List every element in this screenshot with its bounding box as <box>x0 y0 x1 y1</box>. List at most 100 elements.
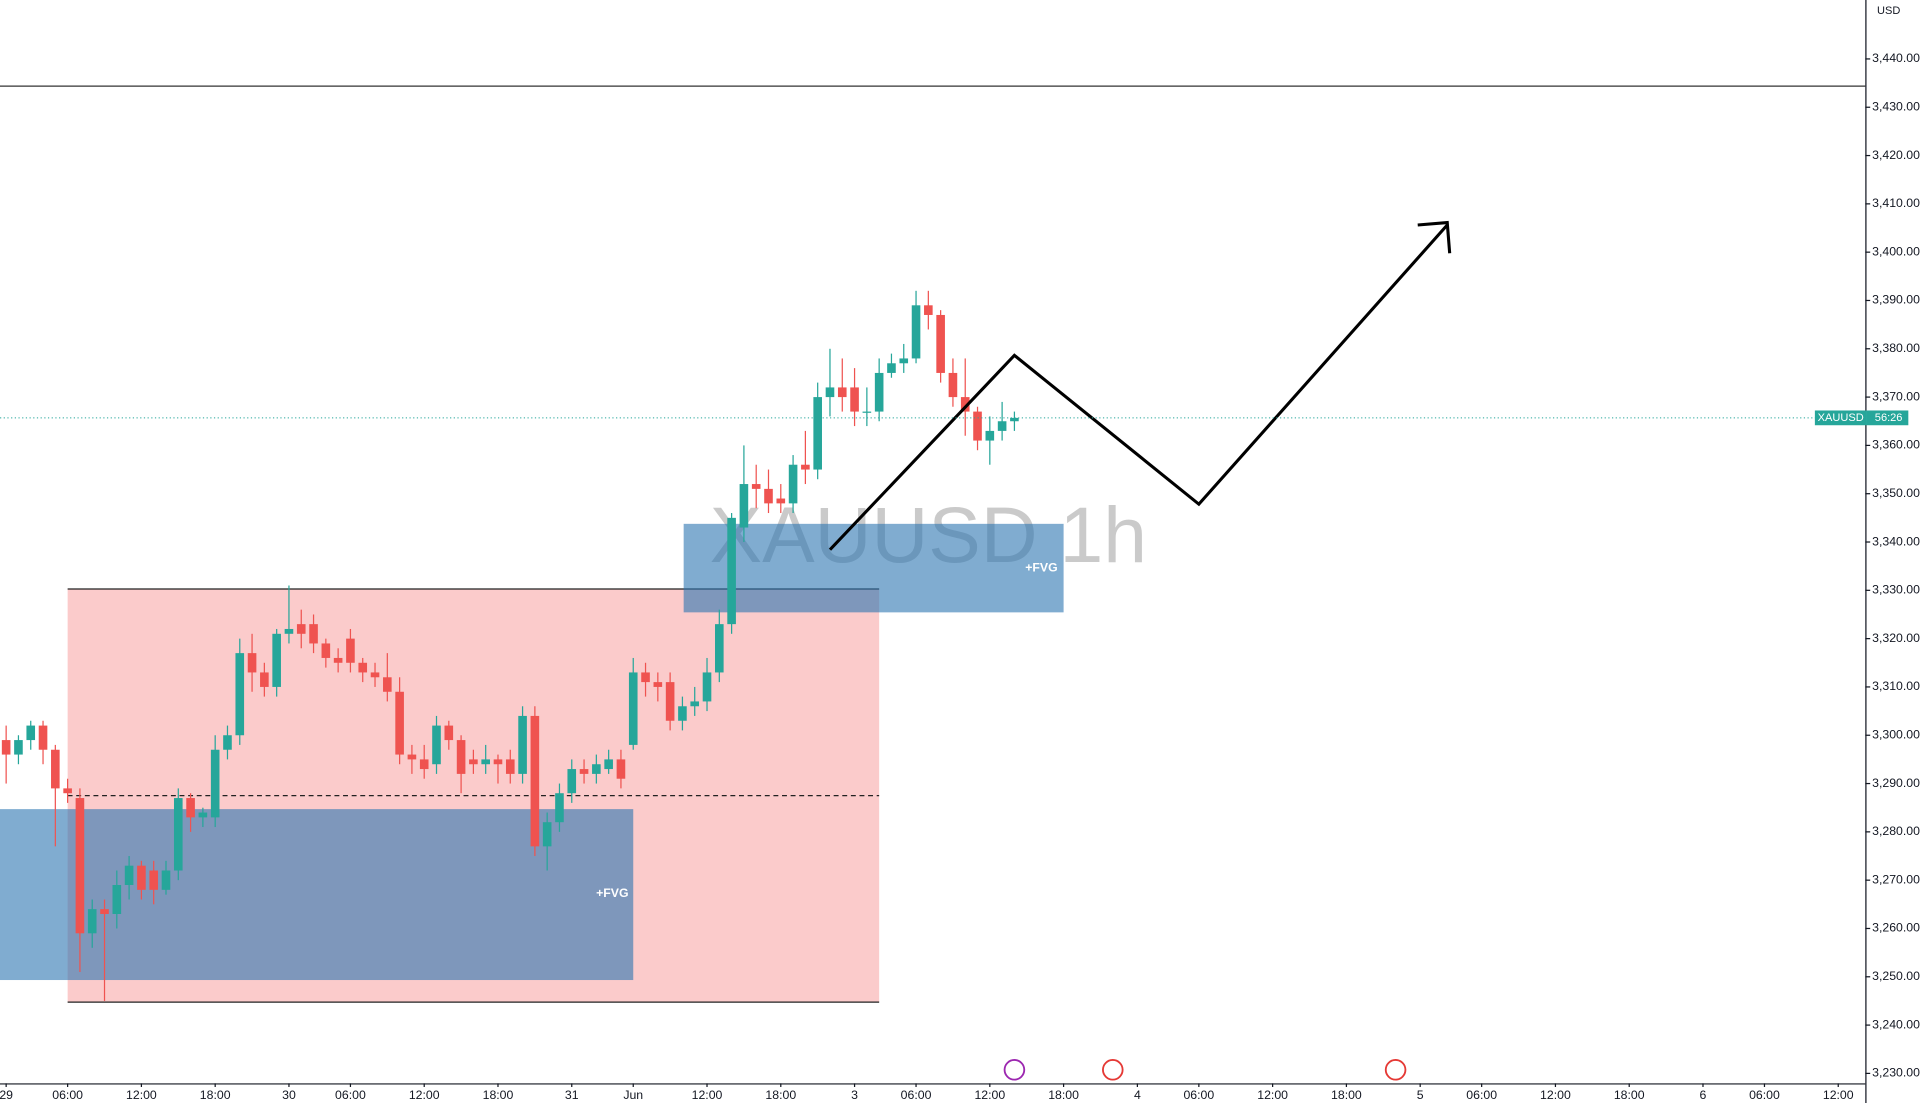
y-tick-label: 3,380.00 <box>1872 341 1920 355</box>
candle-body <box>124 865 134 885</box>
candle-body <box>690 701 700 707</box>
x-tick-label: 18:00 <box>1048 1088 1079 1102</box>
x-tick-label: 06:00 <box>1749 1088 1780 1102</box>
x-tick-label: 12:00 <box>126 1088 157 1102</box>
x-tick-label: 31 <box>565 1088 579 1102</box>
candle-body <box>973 411 982 441</box>
candle-body <box>173 798 183 871</box>
candles <box>1 290 1019 1001</box>
candle-body <box>948 372 958 398</box>
candle-body <box>395 691 404 755</box>
x-tick-label: 4 <box>1134 1088 1141 1102</box>
candle-body <box>887 363 896 373</box>
y-tick-label: 3,420.00 <box>1872 148 1920 162</box>
y-tick-label: 3,390.00 <box>1872 293 1920 307</box>
y-tick-label: 3,270.00 <box>1872 872 1920 886</box>
candle-body <box>284 628 294 634</box>
y-tick-label: 3,300.00 <box>1872 727 1920 741</box>
x-tick-label: 18:00 <box>1331 1088 1362 1102</box>
x-tick-label: 18:00 <box>483 1088 514 1102</box>
x-tick-label: Jun <box>623 1088 643 1102</box>
candle-body <box>210 749 220 818</box>
y-tick-label: 3,370.00 <box>1872 389 1920 403</box>
candle-body <box>186 798 195 818</box>
price-tag <box>1866 410 1909 426</box>
candle-body <box>567 769 577 794</box>
event-icons <box>1003 1059 1407 1081</box>
candle-body <box>87 909 97 934</box>
candle-body <box>75 798 85 934</box>
candle-body <box>960 397 970 412</box>
candle-body <box>333 657 343 663</box>
fvg-label: +FVG <box>596 886 628 900</box>
x-tick-label: 06:00 <box>52 1088 83 1102</box>
candle-body <box>14 740 23 755</box>
drawings <box>0 85 1866 1003</box>
candle-body <box>788 464 798 504</box>
y-tick-label: 3,230.00 <box>1872 1066 1920 1080</box>
x-tick-label: 6 <box>1700 1088 1707 1102</box>
event-icon[interactable] <box>1003 1059 1026 1081</box>
fvg-label: +FVG <box>1025 560 1057 574</box>
candle-body <box>407 754 417 760</box>
candle-body <box>346 638 355 663</box>
candle-body <box>518 715 527 774</box>
candle-body <box>260 672 269 687</box>
candle-body <box>1 740 11 755</box>
price-countdown: 56:26 <box>1875 412 1903 424</box>
fvg-zone <box>683 523 1064 613</box>
y-tick-label: 3,290.00 <box>1872 776 1920 790</box>
x-tick-label: 06:00 <box>901 1088 932 1102</box>
candle-body <box>555 793 564 823</box>
fvg-zone <box>0 809 634 981</box>
x-tick-label: 06:00 <box>1183 1088 1214 1102</box>
candle-body <box>309 624 318 644</box>
x-tick-label: 18:00 <box>1614 1088 1645 1102</box>
candle-body <box>370 672 380 678</box>
price-tag <box>1814 410 1867 426</box>
candle-body <box>727 517 736 625</box>
x-tick-label: 5 <box>1417 1088 1424 1102</box>
price-tag-symbol: XAUUSD <box>1818 412 1864 424</box>
candle-body <box>862 411 872 413</box>
candle-body <box>51 749 60 789</box>
event-icon[interactable] <box>1102 1059 1124 1081</box>
candle-body <box>665 682 675 721</box>
x-tick-label: 12:00 <box>1540 1088 1571 1102</box>
candle-body <box>628 672 638 745</box>
y-tick-label: 3,330.00 <box>1872 583 1920 597</box>
event-icon[interactable] <box>1384 1059 1407 1081</box>
candle-body <box>776 498 786 504</box>
candle-body <box>985 430 995 441</box>
candle-body <box>63 788 72 794</box>
candle-body <box>26 725 36 741</box>
currency-label: USD <box>1877 5 1900 17</box>
candle-body <box>911 305 921 359</box>
y-tick-label: 3,410.00 <box>1872 196 1920 210</box>
candle-body <box>38 725 48 750</box>
candle-body <box>530 715 540 847</box>
candle-body <box>702 672 712 702</box>
candle-body <box>505 759 515 774</box>
candle-body <box>801 464 810 470</box>
y-tick-label: 3,280.00 <box>1872 824 1920 838</box>
candle-body <box>924 305 933 315</box>
candle-body <box>874 372 884 412</box>
candle-body <box>542 822 552 847</box>
y-tick-label: 3,430.00 <box>1872 99 1920 113</box>
candle-body <box>850 387 859 412</box>
candle-body <box>383 677 392 692</box>
candle-body <box>419 759 429 770</box>
x-tick-label: 3 <box>851 1088 858 1102</box>
x-tick-label: 12:00 <box>1257 1088 1288 1102</box>
candle-body <box>936 314 945 373</box>
x-tick-label: 12:00 <box>1823 1088 1854 1102</box>
candle-body <box>100 909 109 914</box>
y-tick-label: 3,400.00 <box>1872 244 1920 258</box>
candle-body <box>678 706 687 721</box>
projection-arrow <box>828 220 1452 551</box>
candle-body <box>764 488 773 504</box>
candle-body <box>247 653 257 673</box>
